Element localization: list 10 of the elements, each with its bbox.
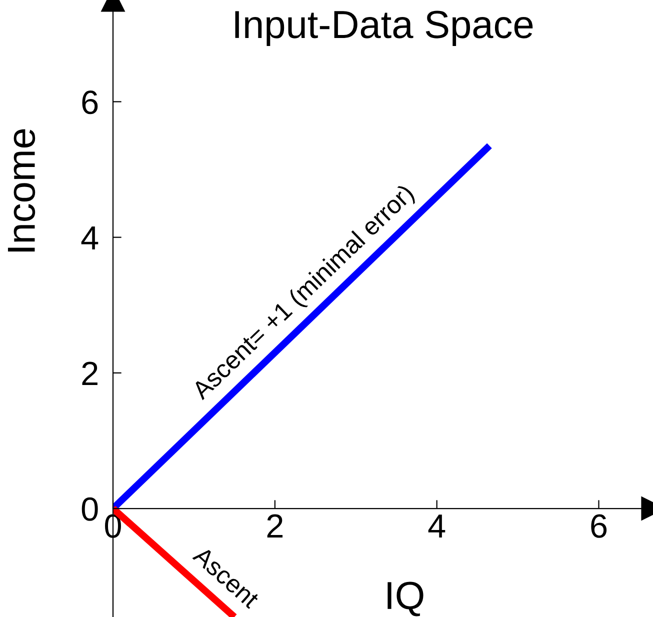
y-tick-label: 6: [82, 90, 98, 114]
y-axis-title: Income: [8, 129, 36, 252]
x-axis-title: IQ: [388, 582, 424, 616]
y-tick-label: 0: [82, 497, 98, 521]
x-tick-label: 2: [267, 514, 283, 538]
x-tick-label: 6: [591, 514, 607, 538]
y-tick-label: 4: [81, 226, 98, 250]
x-tick-label: 4: [428, 514, 446, 538]
y-tick-label: 2: [82, 362, 98, 385]
chart-title: Input-Data Space: [235, 10, 533, 46]
